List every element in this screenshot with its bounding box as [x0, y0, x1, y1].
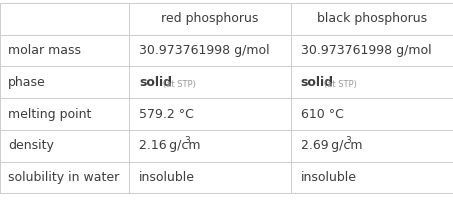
- Text: 610 °C: 610 °C: [301, 107, 344, 121]
- Text: phase: phase: [8, 76, 46, 89]
- Text: 2.69 g/cm: 2.69 g/cm: [301, 139, 362, 152]
- Text: solid: solid: [301, 76, 334, 89]
- Text: (at STP): (at STP): [163, 80, 196, 89]
- Text: insoluble: insoluble: [139, 171, 195, 184]
- Text: 30.973761998 g/mol: 30.973761998 g/mol: [139, 44, 270, 57]
- Text: 2.16 g/cm: 2.16 g/cm: [139, 139, 201, 152]
- Text: 30.973761998 g/mol: 30.973761998 g/mol: [301, 44, 431, 57]
- Text: insoluble: insoluble: [301, 171, 357, 184]
- Text: black phosphorus: black phosphorus: [317, 12, 427, 25]
- Text: 3: 3: [184, 136, 190, 145]
- Text: melting point: melting point: [8, 107, 92, 121]
- Text: solid: solid: [139, 76, 172, 89]
- Text: 579.2 °C: 579.2 °C: [139, 107, 194, 121]
- Text: (at STP): (at STP): [324, 80, 357, 89]
- Text: density: density: [8, 139, 54, 152]
- Text: 3: 3: [346, 136, 352, 145]
- Text: solubility in water: solubility in water: [8, 171, 120, 184]
- Text: red phosphorus: red phosphorus: [161, 12, 259, 25]
- Text: molar mass: molar mass: [8, 44, 81, 57]
